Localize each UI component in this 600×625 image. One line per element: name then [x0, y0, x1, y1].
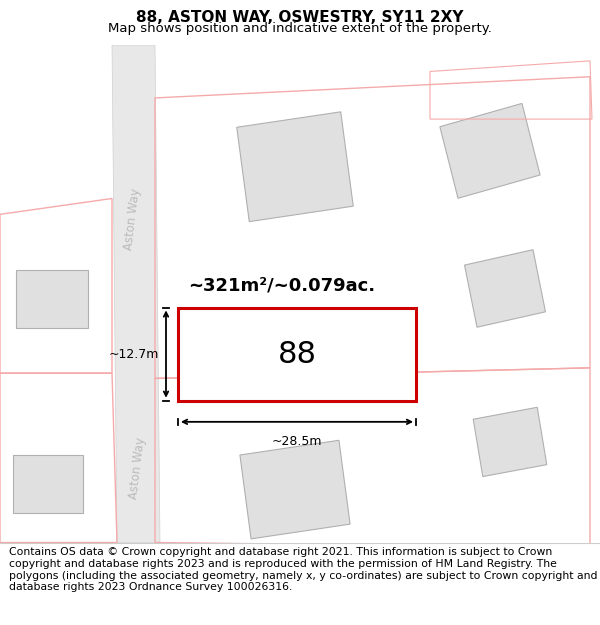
- Text: ~321m²/~0.079ac.: ~321m²/~0.079ac.: [188, 277, 375, 295]
- Polygon shape: [13, 455, 83, 513]
- Text: ~12.7m: ~12.7m: [109, 348, 159, 361]
- Polygon shape: [112, 45, 160, 542]
- Text: Aston Way: Aston Way: [127, 437, 147, 500]
- Text: Contains OS data © Crown copyright and database right 2021. This information is : Contains OS data © Crown copyright and d…: [9, 548, 598, 592]
- Text: 88: 88: [277, 339, 317, 369]
- Polygon shape: [464, 250, 545, 328]
- Text: 88, ASTON WAY, OSWESTRY, SY11 2XY: 88, ASTON WAY, OSWESTRY, SY11 2XY: [136, 10, 464, 25]
- Text: ~28.5m: ~28.5m: [272, 434, 322, 447]
- Polygon shape: [16, 270, 88, 328]
- Polygon shape: [440, 103, 540, 198]
- Polygon shape: [473, 408, 547, 477]
- Polygon shape: [240, 440, 350, 539]
- Text: Map shows position and indicative extent of the property.: Map shows position and indicative extent…: [108, 22, 492, 35]
- Bar: [178, 308, 416, 401]
- Polygon shape: [237, 112, 353, 222]
- Text: Aston Way: Aston Way: [122, 188, 142, 251]
